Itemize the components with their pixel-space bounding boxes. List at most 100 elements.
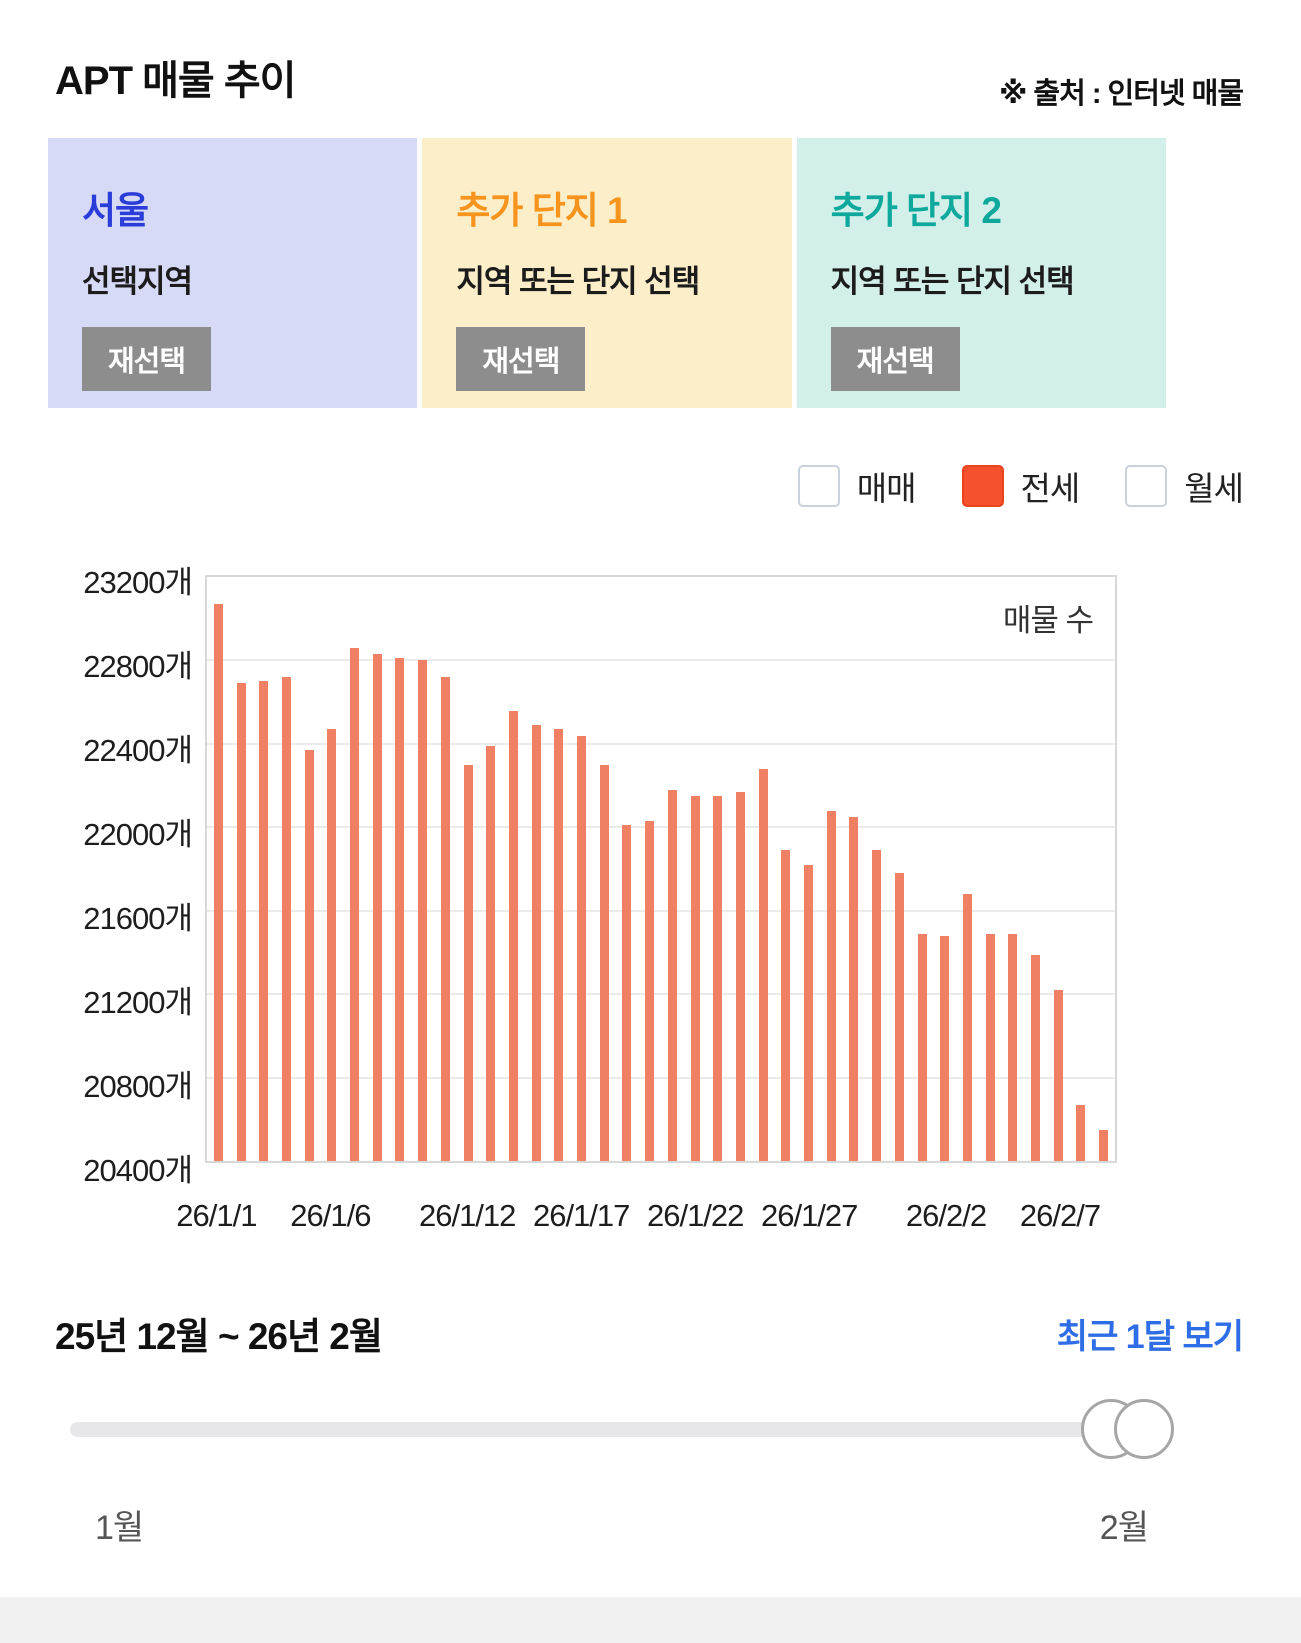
bar bbox=[690, 796, 700, 1161]
y-axis-labels: 23200개 22800개 22400개 22000개 21600개 21200개 2080… bbox=[20, 565, 193, 1188]
bar bbox=[236, 683, 246, 1161]
jeonse-label: 전세 bbox=[1020, 470, 1081, 507]
bar bbox=[281, 677, 291, 1161]
bar bbox=[463, 764, 473, 1161]
y-tick-label: 20400개 bbox=[83, 1153, 193, 1188]
bar bbox=[304, 750, 314, 1161]
slider-month-labels: 1월 2월 bbox=[95, 1500, 1149, 1549]
bar bbox=[758, 768, 768, 1161]
gridline bbox=[207, 659, 1115, 662]
bar bbox=[735, 791, 745, 1161]
panel-seoul-subtitle: 선택지역 bbox=[82, 264, 193, 299]
y-tick-label: 22800개 bbox=[83, 648, 193, 684]
y-tick-label: 23200개 bbox=[83, 565, 193, 600]
panel-add-complex-1: 추가 단지 1 지역 또는 단지 선택 재선택 bbox=[422, 138, 792, 408]
y-tick-label: 21600개 bbox=[83, 900, 193, 936]
gridline bbox=[207, 826, 1115, 829]
bar bbox=[645, 821, 655, 1161]
region-panels: 서울 선택지역 재선택 추가 단지 1 지역 또는 단지 선택 재선택 추가 단… bbox=[48, 138, 1166, 408]
sale-checkbox[interactable] bbox=[797, 465, 840, 507]
monthly-checkbox[interactable] bbox=[1125, 465, 1168, 507]
date-range-slider[interactable] bbox=[70, 1398, 1174, 1460]
bar bbox=[849, 816, 859, 1161]
bar bbox=[872, 850, 882, 1161]
panel-seoul: 서울 선택지역 재선택 bbox=[48, 138, 418, 408]
bar bbox=[577, 735, 587, 1161]
bar bbox=[350, 647, 360, 1161]
bar bbox=[1053, 989, 1063, 1161]
bar bbox=[554, 729, 564, 1161]
bar bbox=[804, 864, 814, 1161]
panel-add1-subtitle: 지역 또는 단지 선택 bbox=[456, 264, 700, 299]
reselect-button-add2[interactable]: 재선택 bbox=[830, 327, 960, 391]
bar bbox=[1031, 954, 1041, 1161]
bar bbox=[917, 933, 927, 1161]
x-tick-label: 26/2/2 bbox=[905, 1198, 987, 1233]
x-tick-label: 26/1/27 bbox=[760, 1198, 858, 1233]
bar bbox=[1076, 1104, 1086, 1161]
gridline bbox=[207, 1076, 1115, 1079]
panel-add-complex-2: 추가 단지 2 지역 또는 단지 선택 재선택 bbox=[796, 138, 1166, 408]
panel-add1-title: 추가 단지 1 bbox=[456, 190, 627, 231]
recent-month-link[interactable]: 최근 1달 보기 bbox=[1056, 1317, 1244, 1356]
legend-item-monthly[interactable]: 월세 bbox=[1125, 462, 1244, 510]
chart-series-label: 매물 수 bbox=[1002, 603, 1094, 638]
legend-item-sale[interactable]: 매매 bbox=[797, 462, 917, 510]
bar bbox=[418, 660, 428, 1161]
bar bbox=[508, 710, 518, 1161]
gridline bbox=[207, 993, 1115, 996]
bar bbox=[622, 825, 632, 1161]
y-tick-label: 22000개 bbox=[83, 817, 193, 852]
x-axis-labels: 26/1/1 26/1/6 26/1/12 26/1/17 26/1/22 26/1/27… bbox=[176, 1198, 1117, 1248]
bar bbox=[395, 658, 405, 1161]
bar bbox=[781, 850, 791, 1161]
bar bbox=[894, 873, 904, 1161]
panel-add2-title: 추가 단지 2 bbox=[830, 190, 1002, 231]
bar bbox=[713, 796, 723, 1161]
x-tick-label: 26/1/1 bbox=[176, 1198, 257, 1233]
bar bbox=[327, 729, 337, 1161]
monthly-label: 월세 bbox=[1184, 470, 1244, 507]
bar bbox=[962, 894, 972, 1161]
gridline bbox=[207, 742, 1115, 745]
x-tick-label: 26/1/12 bbox=[418, 1198, 516, 1233]
reselect-button-add1[interactable]: 재선택 bbox=[456, 327, 586, 391]
x-tick-label: 26/2/7 bbox=[1019, 1198, 1101, 1233]
slider-handle-end[interactable] bbox=[1114, 1399, 1174, 1459]
bar bbox=[531, 725, 541, 1161]
next-section-edge bbox=[0, 1597, 1301, 1643]
y-tick-label: 21200개 bbox=[83, 985, 193, 1020]
y-tick-label: 22400개 bbox=[83, 732, 193, 768]
bar bbox=[599, 764, 609, 1161]
bar bbox=[985, 933, 995, 1161]
bar bbox=[1008, 933, 1018, 1161]
chart-legend: 매매 전세 월세 bbox=[797, 462, 1244, 510]
panel-seoul-title: 서울 bbox=[82, 190, 149, 231]
sale-label: 매매 bbox=[856, 470, 917, 507]
panel-add2-subtitle: 지역 또는 단지 선택 bbox=[830, 264, 1075, 299]
legend-item-jeonse[interactable]: 전세 bbox=[961, 462, 1081, 510]
bar bbox=[667, 789, 677, 1161]
gridline bbox=[207, 909, 1115, 912]
y-tick-label: 20800개 bbox=[83, 1069, 193, 1104]
bar bbox=[940, 935, 950, 1161]
jeonse-checkbox[interactable] bbox=[961, 465, 1004, 507]
plot-area: 매물 수 bbox=[205, 575, 1117, 1163]
page-title: APT 매물 추이 bbox=[55, 59, 296, 103]
x-tick-label: 26/1/22 bbox=[646, 1198, 744, 1233]
slider-track[interactable] bbox=[70, 1422, 1168, 1437]
bar bbox=[486, 745, 496, 1161]
x-tick-label: 26/1/17 bbox=[532, 1198, 630, 1233]
bar bbox=[1099, 1129, 1109, 1161]
bar bbox=[213, 604, 223, 1161]
date-range-label: 25년 12월 ~ 26년 2월 bbox=[55, 1316, 383, 1357]
slider-min-label: 1월 bbox=[95, 1509, 144, 1547]
reselect-button-seoul[interactable]: 재선택 bbox=[82, 327, 212, 391]
x-tick-label: 26/1/6 bbox=[290, 1198, 371, 1233]
bar bbox=[826, 810, 836, 1161]
slider-max-label: 2월 bbox=[1099, 1509, 1149, 1547]
source-note: ※ 출처 : 인터넷 매물 bbox=[999, 78, 1244, 110]
bar bbox=[372, 654, 382, 1161]
bar bbox=[259, 681, 269, 1161]
